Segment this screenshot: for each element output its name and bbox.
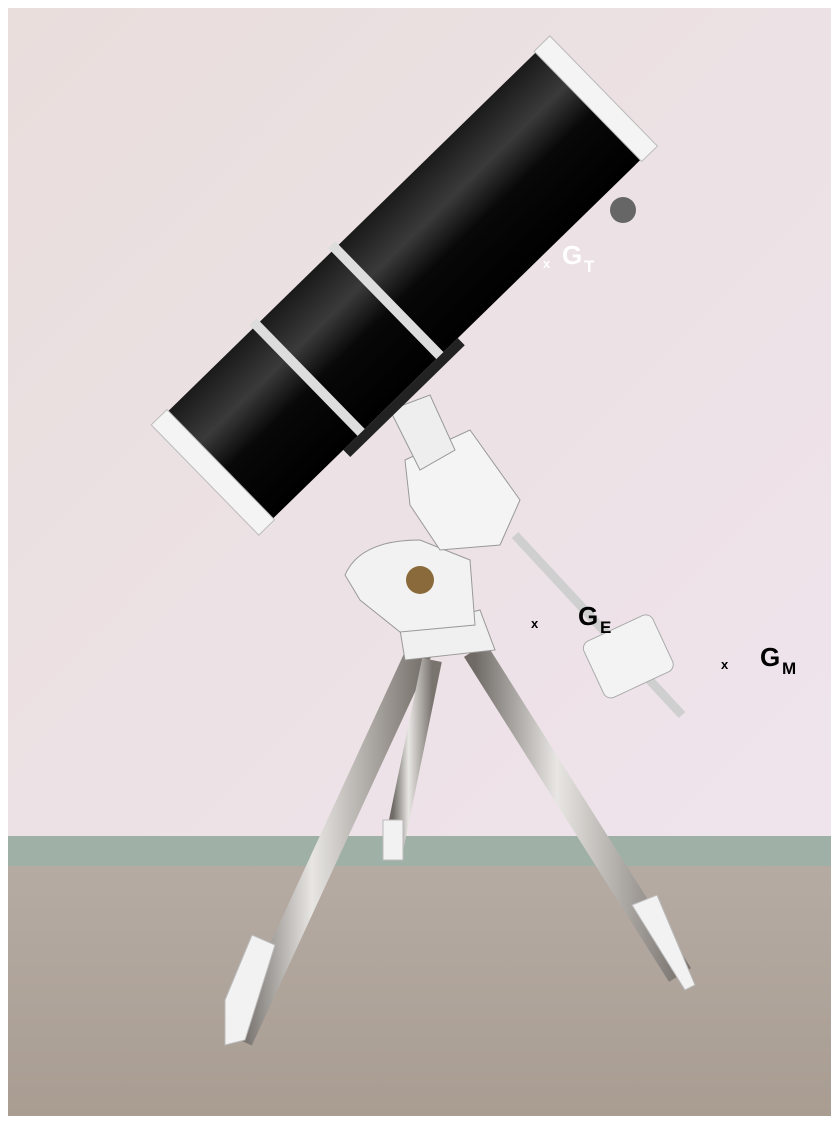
subscript: T [584, 257, 595, 276]
scene [8, 8, 831, 1116]
floor [8, 866, 831, 1116]
focuser [610, 197, 636, 223]
label: G [578, 601, 598, 631]
subscript: E [600, 618, 611, 637]
label: G [562, 240, 582, 270]
marker: x [721, 657, 729, 672]
marker: x [543, 256, 551, 271]
label: G [760, 642, 780, 672]
mount-badge [406, 566, 434, 594]
subscript: M [782, 659, 796, 678]
baseboard [8, 836, 831, 866]
marker: x [531, 616, 539, 631]
photo: x G T x G E x G M [0, 0, 835, 1122]
leg-foot [383, 820, 403, 860]
